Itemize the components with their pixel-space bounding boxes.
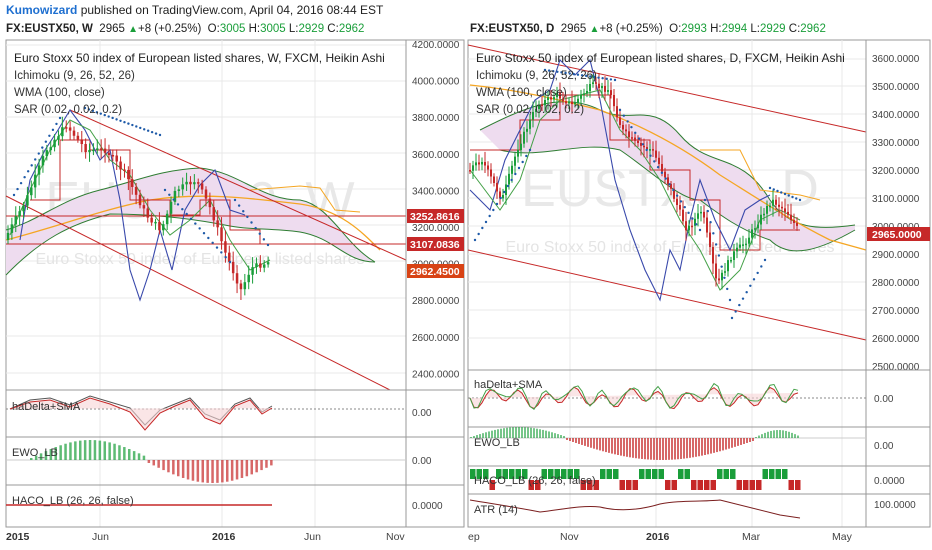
right-pane-3-name[interactable]: HACO_LB (26, 26, false) [474, 475, 596, 487]
publish-info: published on TradingView.com, April 04, … [80, 3, 384, 17]
right-time-5: May [832, 531, 853, 543]
right-pane-3-axis: 0.0000 [874, 476, 905, 487]
right-axis-tick: 3600.0000 [872, 54, 920, 65]
right-axis-tick: 2800.0000 [872, 278, 920, 289]
left-pane-3-axis: 0.0000 [412, 501, 443, 512]
left-symbol[interactable]: FX:EUSTX50, W [6, 23, 93, 35]
right-pane-2-name[interactable]: EWO_LB [474, 437, 520, 449]
right-axis-tick: 3300.0000 [872, 138, 920, 149]
left-axis-tick: 2600.0000 [412, 333, 460, 344]
left-time-4: Jun [304, 531, 321, 543]
left-axis-tick: 2400.0000 [412, 369, 460, 380]
left-sar-dots [12, 106, 270, 264]
left-ind-3[interactable]: SAR (0.02, 0.02, 0.2) [14, 104, 122, 116]
right-axis-tick: 2600.0000 [872, 334, 920, 345]
right-axis-tick: 2500.0000 [872, 362, 920, 373]
left-title: Euro Stoxx 50 index of European listed s… [14, 51, 385, 65]
left-pane-1-name[interactable]: haDelta+SMA [12, 401, 81, 413]
left-candles [6, 116, 270, 301]
right-symbol[interactable]: FX:EUSTX50, D [470, 23, 555, 35]
right-axis-tick: 3200.0000 [872, 166, 920, 177]
right-ind-3[interactable]: SAR (0.02, 0.02, 0.2) [476, 104, 584, 116]
left-axis-tick: 3600.0000 [412, 150, 460, 161]
left-pane-3-name[interactable]: HACO_LB (26, 26, false) [12, 495, 134, 507]
left-ind-1[interactable]: Ichimoku (9, 26, 52, 26) [14, 70, 135, 82]
left-axis-tick: 2800.0000 [412, 296, 460, 307]
right-close: 2962 [800, 23, 826, 35]
left-pane-2-axis: 0.00 [412, 456, 432, 467]
left-ind-2[interactable]: WMA (100, close) [14, 87, 105, 99]
left-axis-tick: 3200.0000 [412, 223, 460, 234]
author-link[interactable]: Kumowizard [6, 3, 78, 17]
right-ewo-bars [470, 427, 799, 460]
left-time-1: 2015 [6, 531, 30, 543]
left-pane-2-name[interactable]: EWO_LB [12, 447, 58, 459]
left-open: 3005 [219, 23, 246, 35]
left-pane-1-axis: 0.00 [412, 408, 432, 419]
right-pane-4-axis: 100.0000 [874, 500, 916, 511]
left-grid [6, 40, 406, 527]
right-ind-2[interactable]: WMA (100, close) [476, 87, 567, 99]
right-title: Euro Stoxx 50 index of European listed s… [476, 51, 845, 65]
right-axis-tick: 3500.0000 [872, 82, 920, 93]
right-change: +8 (+0.25%) [599, 23, 663, 35]
right-pane-2-axis: 0.00 [874, 441, 894, 452]
left-kumo [6, 168, 375, 275]
right-ind-1[interactable]: Ichimoku (9, 26, 52, 26) [476, 70, 597, 82]
right-axis-tick: 2700.0000 [872, 306, 920, 317]
left-axis-tick: 3800.0000 [412, 113, 460, 124]
right-candles [469, 73, 798, 290]
right-price: 2965 [560, 23, 587, 35]
right-low: 2929 [759, 23, 786, 35]
left-time-3: 2016 [212, 531, 236, 543]
left-low: 2929 [298, 23, 325, 35]
right-axis-tick: 3100.0000 [872, 194, 920, 205]
left-price: 2965 [99, 23, 125, 35]
right-time-1: ep [468, 531, 480, 543]
left-label-2: 3107.0836 [410, 239, 460, 251]
right-sar-dots [473, 68, 802, 320]
right-high: 2994 [721, 23, 748, 35]
right-chart[interactable]: EUSTX50, D Euro Stoxx 50 index of Europe… [467, 39, 931, 543]
right-pane-1-axis: 0.00 [874, 394, 894, 405]
left-symbol-header: FX:EUSTX50, W 2965 ▲+8 (+0.25%) O:3005 H… [6, 23, 365, 35]
left-chart[interactable]: EUSTX50, W Euro Stoxx 50 index of Europe… [5, 39, 465, 543]
right-time-4: Mar [742, 531, 761, 543]
right-time-3: 2016 [646, 531, 670, 543]
right-label-1: 2965.0000 [872, 229, 922, 241]
right-pane-4-name[interactable]: ATR (14) [474, 504, 518, 516]
left-change: +8 (+0.25%) [138, 23, 202, 35]
publisher-bar: Kumowizard published on TradingView.com,… [0, 0, 932, 20]
left-axis-tick: 3400.0000 [412, 186, 460, 197]
right-haco-bars [470, 469, 801, 490]
left-close: 2962 [338, 23, 365, 35]
right-open: 2993 [681, 23, 707, 35]
right-axis-tick: 3400.0000 [872, 110, 920, 121]
left-watermark-sub: Euro Stoxx 50 index of European listed s… [35, 251, 364, 268]
left-axis-tick: 4200.0000 [412, 40, 460, 51]
right-time-2: Nov [560, 531, 579, 543]
right-symbol-header: FX:EUSTX50, D 2965 ▲+8 (+0.25%) O:2993 H… [470, 23, 826, 35]
left-label-1: 3252.8616 [410, 211, 460, 223]
left-time-2: Jun [92, 531, 109, 543]
left-time-5: Nov [386, 531, 405, 543]
left-axis-tick: 4000.0000 [412, 77, 460, 88]
left-high: 3005 [260, 23, 286, 35]
left-ewo-bars [30, 440, 273, 483]
left-label-3: 2962.4500 [410, 266, 460, 278]
right-axis-tick: 2900.0000 [872, 250, 920, 261]
right-pane-1-name[interactable]: haDelta+SMA [474, 379, 543, 391]
